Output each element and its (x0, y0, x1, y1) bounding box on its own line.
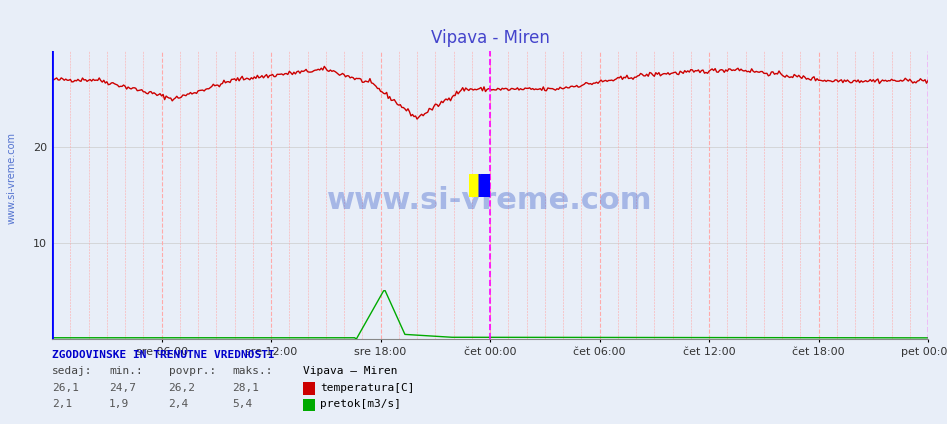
Title: Vipava - Miren: Vipava - Miren (431, 28, 549, 47)
Text: 26,2: 26,2 (169, 383, 196, 393)
Text: temperatura[C]: temperatura[C] (320, 383, 415, 393)
Text: 26,1: 26,1 (52, 383, 80, 393)
Text: povpr.:: povpr.: (169, 366, 216, 376)
Text: www.si-vreme.com: www.si-vreme.com (7, 132, 16, 224)
Text: min.:: min.: (109, 366, 143, 376)
Text: maks.:: maks.: (232, 366, 273, 376)
Text: 2,4: 2,4 (169, 399, 188, 409)
Text: 24,7: 24,7 (109, 383, 136, 393)
Text: 28,1: 28,1 (232, 383, 259, 393)
Polygon shape (479, 174, 490, 197)
Text: www.si-vreme.com: www.si-vreme.com (328, 186, 652, 215)
Text: 2,1: 2,1 (52, 399, 72, 409)
Text: 1,9: 1,9 (109, 399, 129, 409)
Text: 5,4: 5,4 (232, 399, 252, 409)
Polygon shape (469, 174, 479, 197)
Text: sedaj:: sedaj: (52, 366, 93, 376)
Text: ZGODOVINSKE IN TRENUTNE VREDNOSTI: ZGODOVINSKE IN TRENUTNE VREDNOSTI (52, 350, 275, 360)
Polygon shape (479, 174, 490, 197)
Text: pretok[m3/s]: pretok[m3/s] (320, 399, 402, 409)
Text: Vipava – Miren: Vipava – Miren (303, 366, 398, 376)
